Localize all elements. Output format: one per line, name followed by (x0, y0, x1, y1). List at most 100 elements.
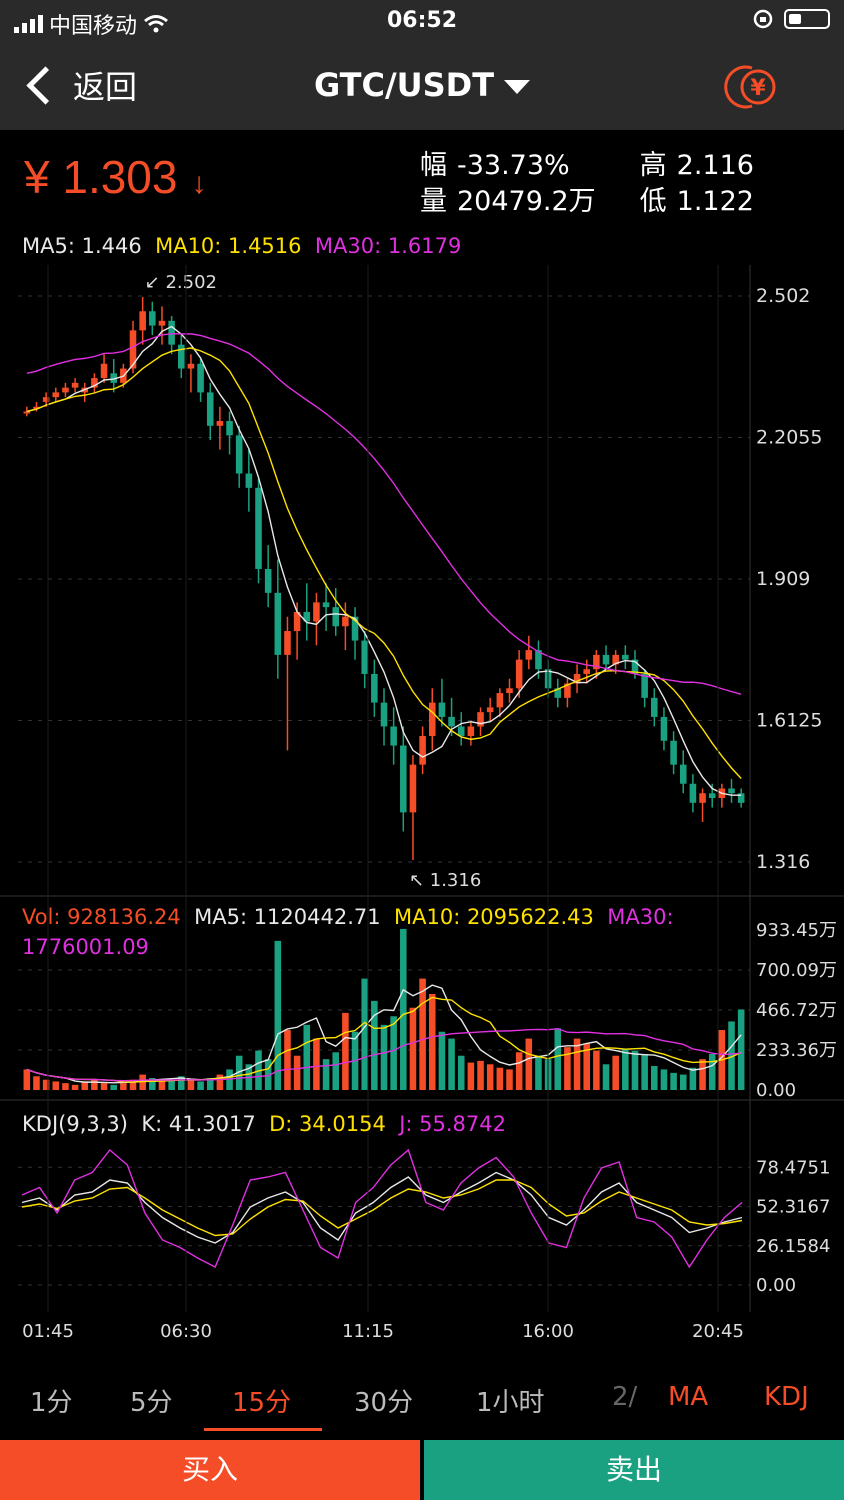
volume-bar (535, 1055, 542, 1090)
tab-5min[interactable]: 5分 (130, 1388, 173, 1418)
tab-kdj[interactable]: KDJ (764, 1382, 809, 1412)
candle-body (535, 650, 542, 670)
kdj-params: KDJ(9,3,3) (22, 1112, 128, 1136)
candle-body (400, 745, 407, 813)
volume-bar (390, 1016, 397, 1090)
ma10-legend: MA10: 1.4516 (155, 234, 302, 258)
volume-bar (689, 1067, 697, 1090)
volume-bar (467, 1062, 475, 1090)
buy-button[interactable]: 买入 (0, 1440, 420, 1500)
candle-body (631, 659, 639, 674)
sell-button[interactable]: 卖出 (424, 1440, 844, 1500)
tab-30min[interactable]: 30分 (354, 1388, 414, 1418)
battery-icon (784, 9, 830, 29)
currency-switch-icon[interactable]: ¥ (722, 62, 784, 112)
price-tick-label: 1.909 (756, 568, 810, 590)
volume-bar (457, 1055, 465, 1090)
timeframe-tabs: 1分 5分 15分 30分 1小时 2/ MA KDJ (0, 1368, 844, 1432)
volume-tick-label: 466.72万 (756, 1000, 837, 1021)
candle-body (197, 363, 204, 393)
signal-icon (14, 15, 43, 33)
kdj-tick-label: 78.4751 (756, 1157, 830, 1178)
candle-body (23, 411, 31, 414)
candle-body (380, 702, 388, 727)
volume-bar (303, 1024, 311, 1090)
candle-body (42, 397, 50, 402)
candle-body (419, 736, 426, 765)
wifi-icon (144, 15, 168, 33)
candle-body (216, 421, 224, 426)
tab-more[interactable]: 2/ (612, 1382, 638, 1412)
candle-body (593, 654, 600, 670)
volume-bar (139, 1074, 146, 1090)
volume-bar (245, 1064, 253, 1090)
volume-bar (206, 1078, 214, 1090)
high-value: 2.116 (676, 150, 754, 181)
candle-body (284, 631, 291, 655)
candle-body (139, 311, 146, 331)
vol-ma30-line (26, 1027, 742, 1082)
volume-bar (293, 1055, 301, 1090)
kdj-j-line (21, 1148, 743, 1269)
volume-bar (573, 1038, 581, 1090)
status-right (752, 8, 830, 30)
volume-bar (91, 1079, 98, 1090)
tab-1hour[interactable]: 1小时 (476, 1388, 545, 1418)
candle-body (91, 378, 98, 388)
volume-bar (351, 1031, 359, 1090)
volume-tick-label: 233.36万 (756, 1040, 837, 1061)
svg-text:¥: ¥ (750, 76, 766, 101)
volume-bar (322, 1059, 330, 1090)
tab-1min[interactable]: 1分 (30, 1388, 73, 1418)
volume-bar (419, 978, 426, 1090)
kdj-d-line (21, 1179, 743, 1237)
volume-bar (583, 1043, 591, 1090)
candle-body (303, 611, 311, 622)
back-button[interactable]: 返回 (22, 62, 137, 108)
candle-body (351, 616, 359, 641)
volume-bar (274, 940, 282, 1090)
low-label: 低 (639, 186, 667, 217)
candle-body (477, 712, 484, 727)
candle-body (129, 330, 137, 369)
volume-bar (187, 1079, 195, 1090)
min-price-marker: ↖ 1.316 (409, 870, 481, 891)
ma30-line (26, 332, 742, 696)
volume-bar (564, 1047, 571, 1090)
volume-bar (177, 1076, 185, 1090)
ma-legend: MA5: 1.446 MA10: 1.4516 MA30: 1.6179 (22, 234, 461, 258)
status-time: 06:52 (386, 8, 458, 33)
candle-body (226, 421, 233, 436)
volume-bar (448, 1038, 455, 1090)
volume-bar (158, 1081, 166, 1090)
volume-bar (216, 1074, 224, 1090)
candle-body (187, 363, 195, 369)
candle-body (313, 602, 320, 622)
volume-bar (728, 1021, 735, 1090)
candle-body (467, 726, 475, 737)
tab-ma[interactable]: MA (668, 1382, 709, 1412)
candle-body (679, 764, 687, 784)
kdj-legend: KDJ(9,3,3) K: 41.3017 D: 34.0154 J: 55.8… (22, 1112, 506, 1136)
kdj-k-line (21, 1171, 743, 1244)
tab-15min[interactable]: 15分 (232, 1388, 292, 1418)
pair-selector[interactable]: GTC/USDT (0, 66, 844, 104)
time-tick-label: 20:45 (692, 1321, 744, 1342)
vol-ma30-legend: MA30: 1776001.09 (22, 905, 674, 959)
candle-body (235, 435, 243, 474)
candle-body (81, 387, 89, 393)
candle-body (371, 673, 378, 703)
candle-body (342, 616, 349, 627)
candle-body (564, 683, 571, 698)
ma10-line (26, 347, 742, 779)
volume-bar (525, 1038, 533, 1090)
kdj-tick-label: 26.1584 (756, 1236, 830, 1257)
j-legend: J: 55.8742 (399, 1112, 506, 1136)
volume-bar (409, 1007, 417, 1090)
volume-bar (332, 1052, 340, 1090)
volume-bar (120, 1083, 127, 1090)
price-down-arrow-icon: ↓ (191, 167, 207, 200)
volume-bar (428, 994, 436, 1090)
ma5-legend: MA5: 1.446 (22, 234, 142, 258)
volume-bar (23, 1069, 31, 1090)
